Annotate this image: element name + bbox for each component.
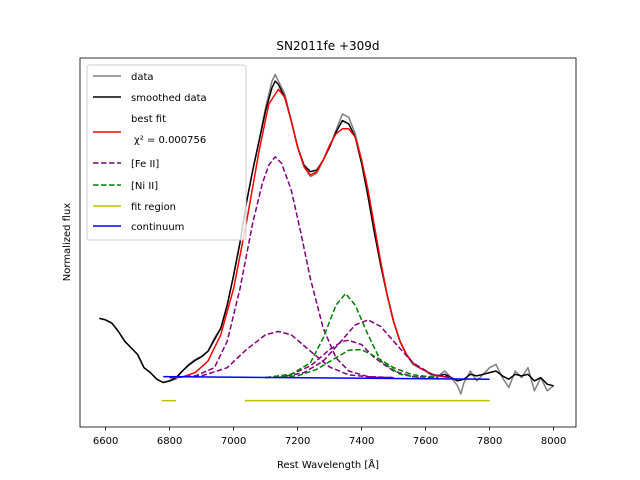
legend-chi2-value: χ² = 0.000756 [134,135,206,146]
legend-label-continuum: continuum [131,222,184,233]
x-tick-label: 8000 [541,436,566,447]
series-line-fe-ii-4 [278,319,452,379]
legend-label-data: data [131,72,154,83]
series-line-continuum [163,375,490,380]
y-axis-label: Normalized flux [62,203,73,282]
x-tick-label: 7400 [349,436,374,447]
x-tick-label: 7000 [221,436,246,447]
legend-label-best-fit: best fit [131,114,166,125]
series-line-fe-ii-2 [169,330,394,379]
legend: data smoothed data best fit χ² = 0.000756 [F… [86,64,247,241]
x-axis-ticks: 6600 6800 7000 7200 7400 7600 7800 8000 [93,427,566,447]
series-line-ni-ii-1 [265,292,420,379]
x-tick-label: 7800 [477,436,502,447]
legend-box [86,64,247,241]
legend-label-fit-region: fit region [131,202,176,213]
x-axis-label: Rest Wavelength [Å] [277,458,379,471]
legend-label-smoothed: smoothed data [131,93,207,104]
x-tick-label: 6600 [93,436,118,447]
legend-label-fe: [Fe II] [131,159,159,170]
x-tick-label: 7600 [413,436,438,447]
chart-title: SN2011fe +309d [276,39,379,53]
legend-label-ni: [Ni II] [131,181,158,192]
series-line-fe-ii-1 [169,156,394,379]
series-line-ni-ii-2 [265,348,439,379]
x-tick-label: 6800 [157,436,182,447]
x-tick-label: 7200 [285,436,310,447]
series-line-fe-ii-3 [265,339,439,379]
plot-frame [79,57,577,428]
